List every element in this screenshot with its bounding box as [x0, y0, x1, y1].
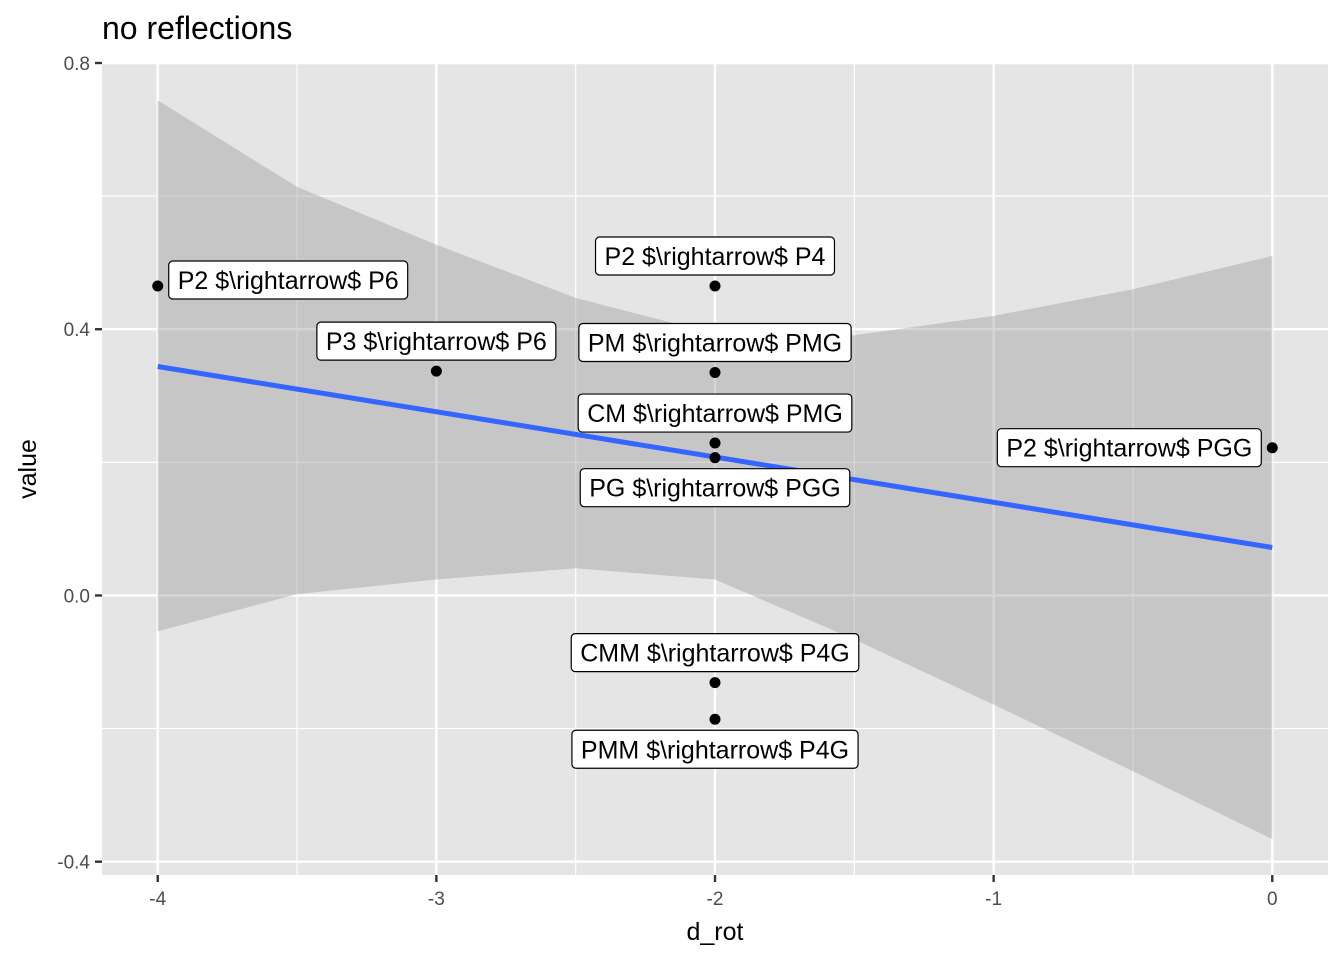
data-point — [152, 280, 164, 292]
x-axis: -4 -3 -2 -1 0 — [149, 875, 1278, 910]
point-labels: P2 $\rightarrow$ P6 P3 $\rightarrow$ P6 P2… — [168, 236, 1262, 769]
point-label-box — [579, 468, 851, 508]
data-points — [152, 280, 1278, 725]
point-label: P3 $\rightarrow$ P6 — [316, 321, 557, 361]
point-label: P2 $\rightarrow$ PGG — [996, 428, 1262, 468]
point-label-text: PM $\rightarrow$ PMG — [588, 329, 842, 357]
point-label-box — [577, 393, 853, 433]
point-label-box — [571, 729, 859, 769]
y-tick-label: 0.0 — [64, 586, 90, 607]
point-label-box — [996, 428, 1262, 468]
point-label-box — [570, 633, 860, 673]
data-point — [709, 713, 721, 725]
point-label-box — [168, 260, 409, 300]
point-label: P2 $\rightarrow$ P6 — [168, 260, 409, 300]
point-label: CMM $\rightarrow$ P4G — [570, 633, 860, 673]
point-label: PM $\rightarrow$ PMG — [578, 322, 852, 363]
data-point — [709, 366, 721, 378]
point-label-text: P2 $\rightarrow$ P4 — [605, 243, 826, 271]
point-label: PG $\rightarrow$ PGG — [579, 468, 851, 508]
data-point — [1266, 442, 1278, 454]
x-tick-label: -2 — [707, 889, 724, 910]
point-label-text: P2 $\rightarrow$ P6 — [178, 267, 399, 295]
y-tick-label: -0.4 — [57, 853, 90, 874]
point-label: CM $\rightarrow$ PMG — [577, 393, 853, 433]
point-label-text: P3 $\rightarrow$ P6 — [326, 328, 547, 356]
x-tick-label: 0 — [1267, 889, 1278, 910]
data-point — [430, 365, 442, 377]
point-label-text: PMM $\rightarrow$ P4G — [581, 736, 849, 764]
point-label-text: CMM $\rightarrow$ P4G — [580, 640, 850, 668]
x-tick-label: -3 — [428, 889, 445, 910]
y-tick-label: 0.4 — [64, 320, 91, 341]
data-point — [709, 452, 721, 464]
point-label-box — [578, 322, 852, 363]
x-tick-label: -4 — [149, 889, 166, 910]
data-point — [709, 437, 721, 449]
point-label-box — [316, 321, 557, 361]
point-label: PMM $\rightarrow$ P4G — [571, 729, 859, 769]
chart-title: no reflections — [102, 10, 292, 46]
data-point — [709, 677, 721, 689]
point-label-text: PG $\rightarrow$ PGG — [589, 475, 840, 503]
point-label-text: P2 $\rightarrow$ PGG — [1006, 435, 1252, 463]
y-axis-title: value — [14, 439, 42, 499]
data-point — [709, 280, 721, 292]
x-tick-label: -1 — [985, 889, 1002, 910]
point-label-box — [594, 236, 836, 276]
y-axis: -0.4 0.0 0.4 0.8 — [57, 54, 102, 874]
point-label: P2 $\rightarrow$ P4 — [594, 236, 836, 276]
y-tick-label: 0.8 — [64, 54, 90, 75]
point-label-text: CM $\rightarrow$ PMG — [587, 400, 843, 428]
x-axis-title: d_rot — [687, 918, 744, 946]
